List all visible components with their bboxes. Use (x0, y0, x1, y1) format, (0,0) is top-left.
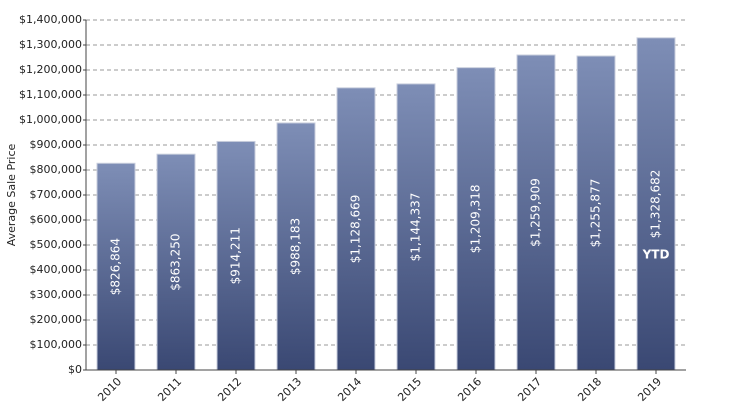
y-axis-label: Average Sale Price (5, 143, 18, 246)
value-label: $914,211 (229, 227, 243, 284)
value-label: $1,328,682 (649, 170, 663, 239)
y-tick-label: $400,000 (30, 263, 83, 276)
bar (96, 162, 136, 371)
x-tick-label: 2010 (95, 375, 124, 404)
y-tick-label: $800,000 (30, 163, 83, 176)
x-tick-label: 2011 (155, 375, 184, 404)
y-tick-label: $500,000 (30, 238, 83, 251)
bar (276, 122, 316, 371)
value-label: $1,128,669 (349, 195, 363, 264)
bar (336, 87, 376, 371)
value-label: $826,864 (109, 238, 123, 295)
y-tick-label: $1,300,000 (19, 38, 82, 51)
bar (216, 140, 256, 371)
x-tick-label: 2017 (515, 375, 544, 404)
bar (576, 55, 616, 371)
y-tick-label: $200,000 (30, 313, 83, 326)
x-tick-label: 2013 (275, 375, 304, 404)
x-tick-label: 2012 (215, 375, 244, 404)
y-tick-label: $1,200,000 (19, 63, 82, 76)
x-tick-label: 2019 (635, 375, 664, 404)
annotation: YTD (642, 248, 670, 262)
y-tick-label: $0 (68, 363, 82, 376)
y-tick-label: $1,100,000 (19, 88, 82, 101)
bar (516, 54, 556, 371)
value-label: $1,209,318 (469, 184, 483, 253)
bar (636, 37, 676, 371)
y-tick-label: $700,000 (30, 188, 83, 201)
y-tick-label: $100,000 (30, 338, 83, 351)
y-tick-label: $600,000 (30, 213, 83, 226)
x-tick-label: 2015 (395, 375, 424, 404)
x-tick-label: 2016 (455, 375, 484, 404)
x-tick-label: 2018 (575, 375, 604, 404)
y-tick-label: $1,000,000 (19, 113, 82, 126)
y-tick-label: $900,000 (30, 138, 83, 151)
value-label: $1,255,877 (589, 179, 603, 248)
value-label: $1,144,337 (409, 193, 423, 262)
value-label: $863,250 (169, 233, 183, 290)
value-label: $1,259,909 (529, 178, 543, 247)
bar (456, 67, 496, 371)
x-tick-label: 2014 (335, 375, 364, 404)
y-tick-label: $1,400,000 (19, 13, 82, 26)
y-tick-label: $300,000 (30, 288, 83, 301)
value-label: $988,183 (289, 218, 303, 275)
bar (156, 153, 196, 371)
